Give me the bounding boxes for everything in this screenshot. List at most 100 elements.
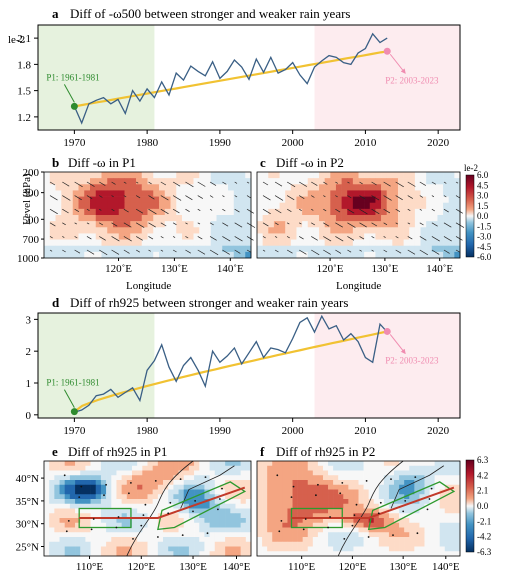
b-wind-arrow [160, 208, 169, 215]
f-cell [302, 461, 309, 467]
c-cell [454, 215, 461, 222]
b-cell [239, 184, 246, 191]
f-cell [409, 484, 415, 490]
f-cell [333, 518, 339, 524]
e-cell [204, 461, 210, 467]
b-wind-arrow [136, 222, 145, 228]
a-p1-shade [38, 25, 155, 130]
f-cell [333, 475, 339, 481]
e-cell [75, 537, 81, 543]
f-cell [297, 470, 303, 476]
e-cell [111, 537, 117, 543]
f-cell [454, 503, 461, 509]
b-cell [216, 184, 223, 191]
c-cell [279, 178, 286, 185]
c-cell [347, 227, 354, 234]
e-cell [75, 494, 81, 500]
f-cell [287, 475, 293, 481]
b-cell [124, 233, 131, 240]
f-cell [348, 503, 354, 509]
f-cell [262, 475, 268, 481]
e-cell [173, 480, 179, 486]
f-cell [353, 494, 359, 500]
f-cell [272, 489, 278, 495]
c-cell [268, 178, 275, 185]
b-cell [187, 184, 194, 191]
f-cell [429, 518, 435, 524]
c-cell [335, 233, 342, 240]
f-cell [378, 518, 385, 524]
f-cell [328, 518, 334, 524]
e-cell [235, 537, 241, 543]
e-cell [178, 465, 185, 471]
f-cell [348, 494, 354, 500]
c-wind-arrow [262, 195, 271, 201]
e-cell [106, 532, 112, 538]
e-cell [121, 532, 128, 538]
e-cell [157, 494, 164, 500]
f-cell [429, 484, 435, 490]
e-cell [240, 499, 247, 505]
f-cell [277, 541, 283, 547]
e-cell [85, 503, 91, 509]
e-significance-dot [206, 532, 209, 535]
f-cell [307, 508, 314, 514]
b-wind-arrow [111, 208, 115, 212]
e-cell [168, 489, 174, 495]
e-cell [116, 537, 122, 543]
colorbar-omega-ticks: 6.04.53.01.50.0-1.5-3.0-4.5-6.0 [477, 170, 492, 262]
e-cell [59, 513, 65, 519]
f-cell [353, 508, 359, 514]
e-cell [116, 480, 122, 486]
f-cell [424, 518, 430, 524]
c-cell [262, 227, 269, 234]
e-cell [157, 546, 164, 552]
e-cell [111, 503, 117, 509]
f-cell [292, 499, 298, 505]
c-wind-arrow [274, 222, 279, 226]
f-cell [272, 475, 278, 481]
e-cell [157, 465, 164, 471]
f-cell [333, 551, 339, 557]
b-cell [199, 245, 206, 253]
c-wind-arrow [443, 249, 450, 254]
e-cell [142, 494, 148, 500]
c-cell [381, 196, 387, 204]
e-cell [147, 489, 153, 495]
b-cell [205, 233, 212, 240]
e-cell [235, 518, 241, 524]
b-cell [170, 202, 177, 210]
c-wind-arrow [455, 208, 463, 214]
c-cell [307, 190, 314, 197]
b-cell [176, 208, 183, 216]
c-cell [409, 178, 416, 185]
e-cell [194, 541, 200, 547]
e-cell [49, 465, 55, 471]
b-cell [113, 221, 120, 228]
f-cell [383, 518, 390, 524]
b-cell [141, 184, 148, 191]
e-cell [209, 532, 216, 538]
e-cell [111, 480, 117, 486]
c-cell [448, 251, 455, 259]
f-cell [454, 541, 461, 547]
c-cell [454, 251, 461, 259]
b-cell [136, 190, 143, 197]
f-significance-dot [317, 483, 319, 486]
b-wind-arrow [123, 236, 132, 242]
e-cell [64, 503, 71, 509]
f-cell [399, 508, 405, 514]
e-cell [80, 537, 86, 543]
c-wind-arrow [359, 222, 367, 228]
f-cell [307, 499, 314, 505]
f-cell [297, 537, 303, 543]
f-cell [322, 480, 329, 486]
f-significance-dot [280, 520, 283, 522]
colorbar-omega-tick-label: 6.0 [477, 170, 489, 180]
e-cell [49, 489, 55, 495]
e-cell [152, 546, 159, 552]
b-wind-arrow [246, 208, 254, 214]
b-cell [61, 251, 68, 259]
b-cell [118, 221, 125, 228]
c-cell [414, 196, 421, 204]
